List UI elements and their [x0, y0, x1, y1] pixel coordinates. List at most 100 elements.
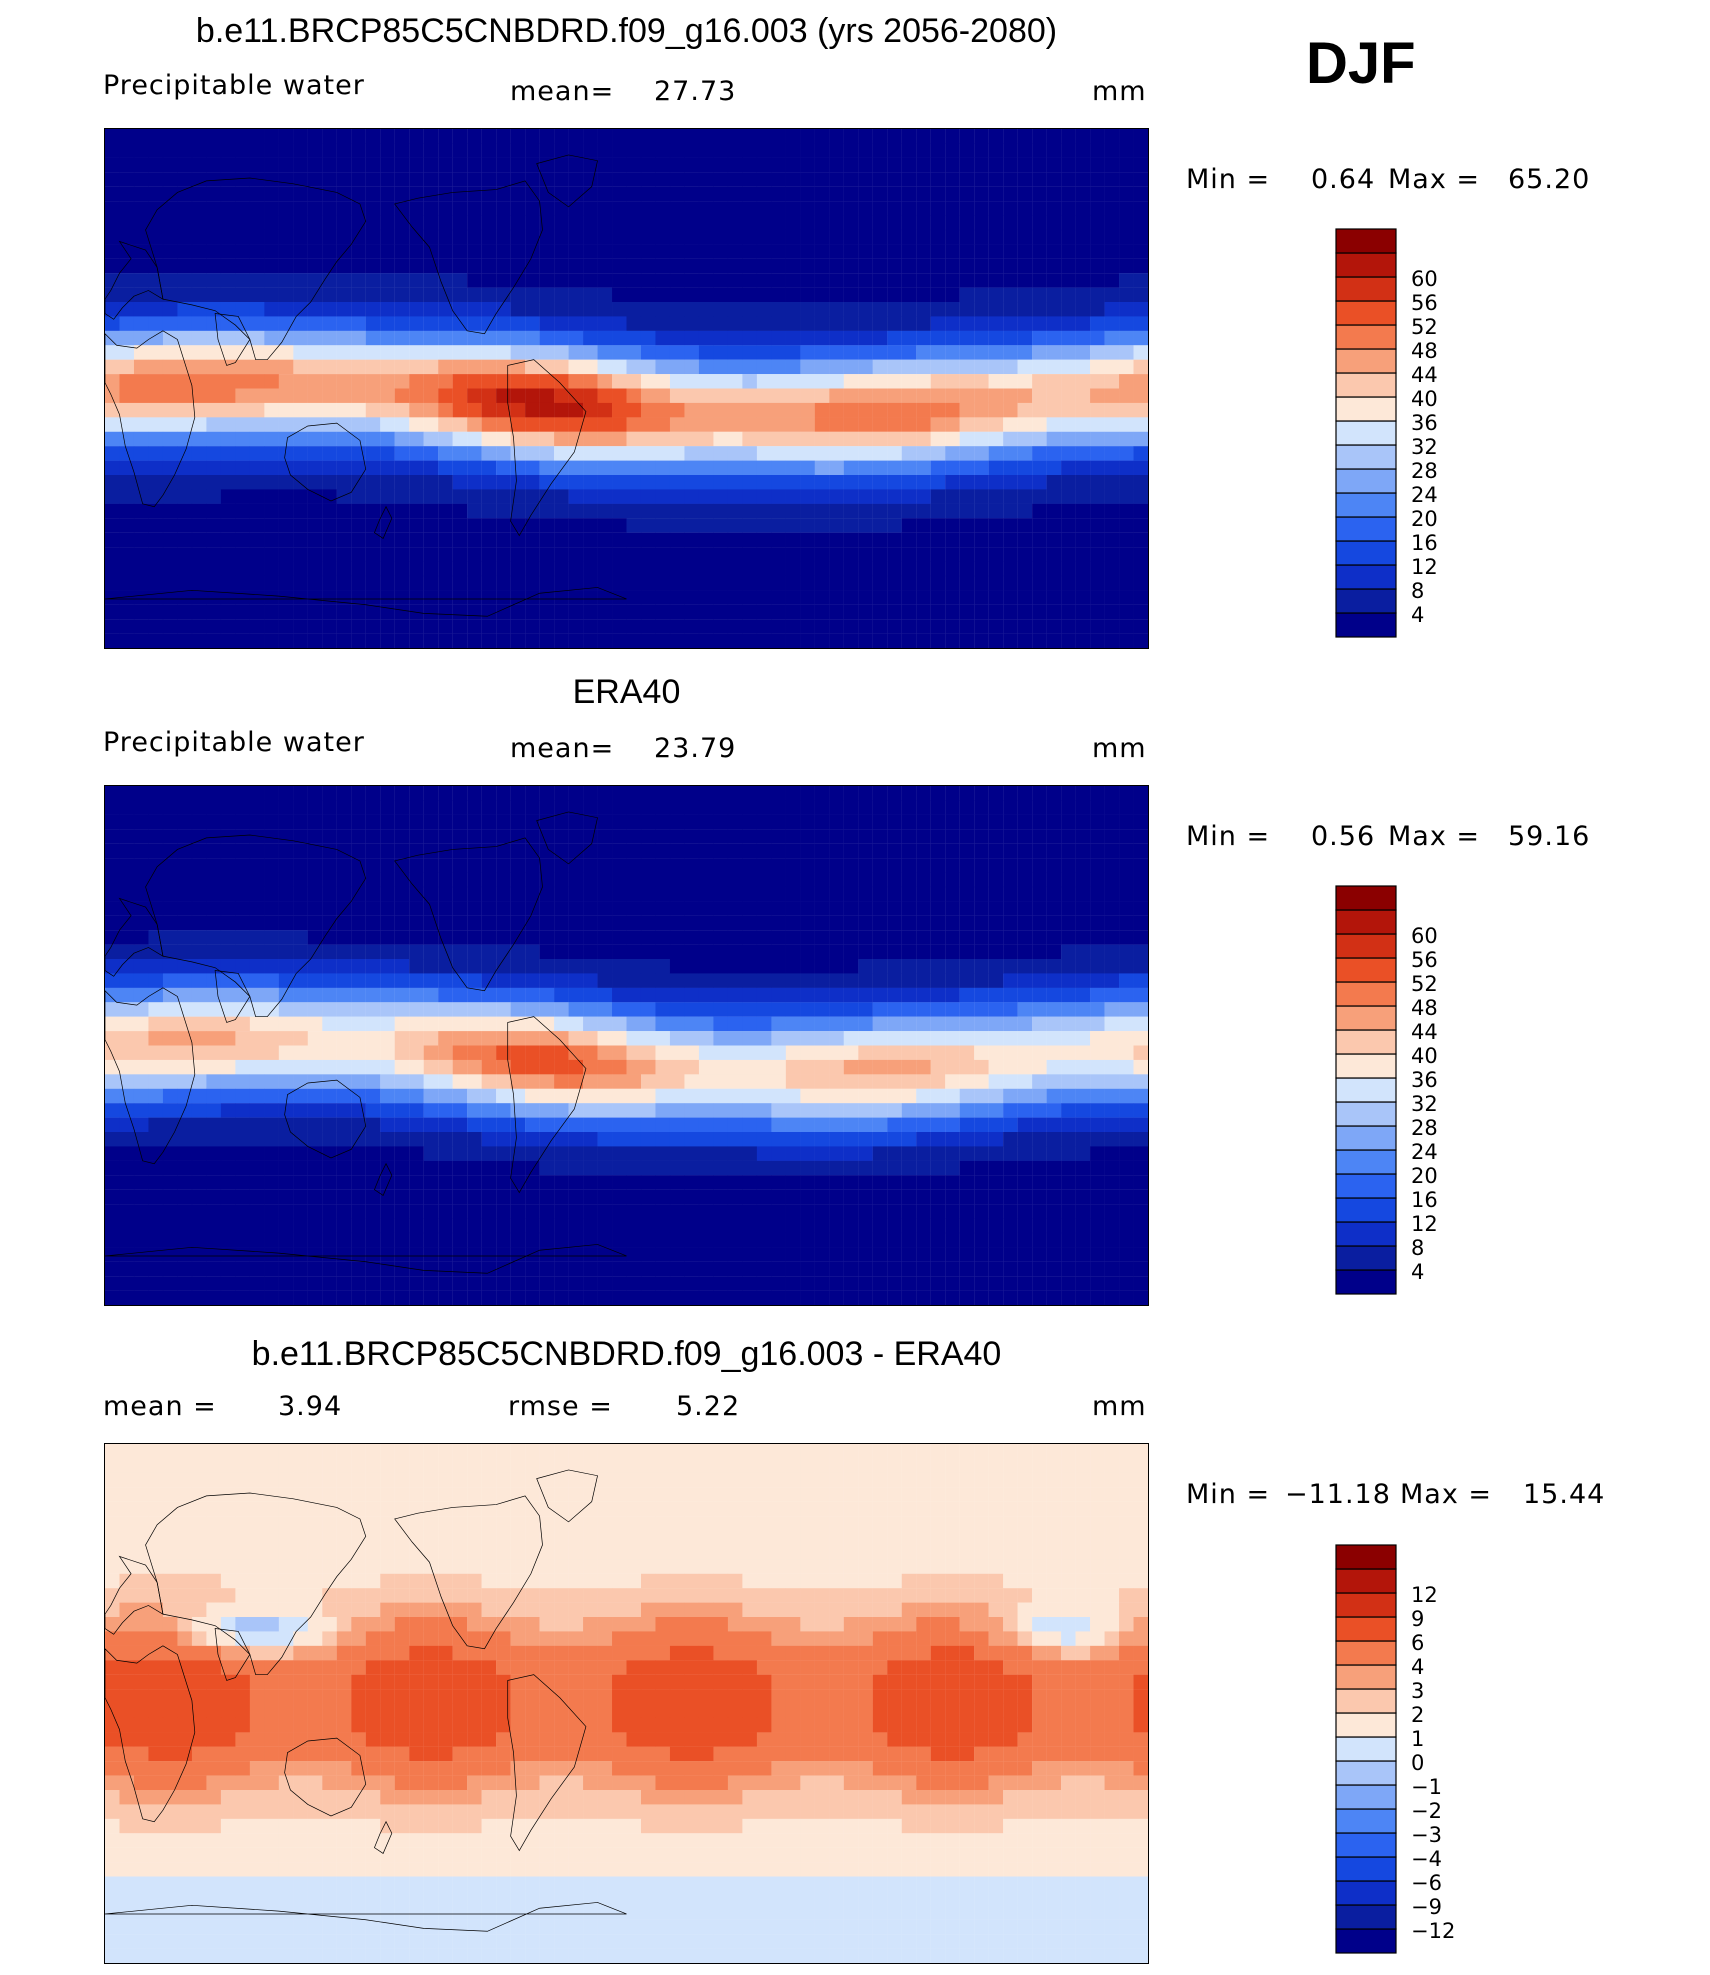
field-cell	[293, 1146, 308, 1161]
field-cell	[148, 1146, 164, 1161]
field-cell	[988, 489, 1004, 504]
field-cell	[365, 604, 381, 620]
field-cell	[235, 359, 251, 375]
field-cell	[1075, 201, 1091, 216]
field-cell	[930, 829, 946, 844]
field-cell	[307, 1132, 323, 1147]
field-cell	[1133, 316, 1148, 331]
field-cell	[1046, 258, 1062, 274]
field-cell	[626, 1132, 642, 1147]
field-cell	[496, 604, 511, 620]
field-cell	[351, 590, 366, 605]
field-cell	[496, 1045, 511, 1061]
field-cell	[481, 814, 497, 830]
field-cell	[1003, 1045, 1018, 1061]
field-cell	[423, 143, 439, 158]
field-cell	[756, 901, 772, 916]
field-cell	[612, 973, 627, 988]
field-cell	[742, 814, 758, 830]
field-cell	[698, 1146, 714, 1161]
field-cell	[336, 215, 352, 231]
field-cell	[974, 503, 989, 519]
field-cell	[988, 302, 1004, 317]
field-cell	[293, 489, 308, 504]
field-cell	[959, 1088, 975, 1104]
field-cell	[583, 1218, 598, 1234]
field-cell	[916, 786, 931, 801]
field-cell	[583, 215, 598, 231]
field-cell	[133, 1146, 149, 1161]
field-cell	[525, 829, 540, 844]
field-cell	[496, 973, 511, 988]
field-cell	[756, 244, 772, 259]
field-cell	[1133, 287, 1148, 303]
field-cell	[206, 1088, 222, 1104]
field-cell	[814, 843, 830, 859]
field-cell	[727, 503, 743, 519]
field-cell	[974, 901, 989, 916]
field-cell	[901, 258, 917, 274]
field-cell	[1017, 786, 1033, 801]
field-cell	[800, 561, 815, 577]
field-cell	[481, 215, 497, 231]
field-cell	[1104, 518, 1120, 533]
field-cell	[496, 503, 511, 519]
field-cell	[858, 345, 873, 360]
field-cell	[1075, 547, 1091, 562]
field-cell	[945, 1045, 960, 1061]
field-cell	[785, 388, 801, 404]
field-cell	[206, 1045, 222, 1061]
field-cell	[351, 417, 366, 432]
field-cell	[307, 215, 323, 231]
field-cell	[785, 244, 801, 259]
field-cell	[409, 590, 424, 605]
field-cell	[814, 402, 830, 418]
field-cell	[785, 619, 801, 634]
field-cell	[727, 973, 743, 988]
field-cell	[293, 244, 308, 259]
field-cell	[640, 1175, 656, 1190]
field-cell	[612, 388, 627, 404]
field-cell	[1017, 302, 1033, 317]
panel1-colorbar-swatch-6	[1335, 468, 1397, 494]
field-cell	[872, 987, 888, 1003]
field-cell	[423, 229, 439, 245]
field-cell	[409, 273, 424, 288]
field-cell	[409, 987, 424, 1003]
field-cell	[785, 316, 801, 331]
field-cell	[742, 930, 758, 945]
field-cell	[1075, 872, 1091, 888]
field-cell	[843, 1189, 859, 1205]
field-cell	[626, 915, 642, 931]
field-cell	[322, 446, 337, 461]
field-cell	[1032, 518, 1047, 533]
field-cell	[727, 244, 743, 259]
field-cell	[105, 1002, 120, 1017]
field-cell	[597, 446, 613, 461]
field-cell	[597, 475, 613, 490]
field-cell	[307, 800, 323, 815]
field-cell	[365, 547, 381, 562]
field-cell	[307, 633, 323, 648]
field-cell	[119, 258, 135, 274]
field-cell	[785, 460, 801, 476]
field-cell	[800, 901, 815, 916]
field-cell	[727, 475, 743, 490]
field-cell	[409, 1117, 424, 1133]
field-cell	[756, 561, 772, 577]
field-cell	[467, 858, 482, 873]
field-cell	[409, 1016, 424, 1032]
field-cell	[119, 604, 135, 620]
field-cell	[756, 129, 772, 144]
field-cell	[1090, 561, 1105, 577]
panel1-colorbar-tick-5: 24	[1411, 483, 1438, 507]
field-cell	[220, 987, 236, 1003]
field-cell	[713, 1045, 729, 1061]
field-cell	[278, 489, 294, 504]
field-cell	[988, 973, 1004, 988]
field-cell	[133, 475, 149, 490]
field-cell	[568, 460, 584, 476]
field-cell	[191, 886, 207, 902]
field-cell	[1046, 619, 1062, 634]
field-cell	[843, 475, 859, 490]
